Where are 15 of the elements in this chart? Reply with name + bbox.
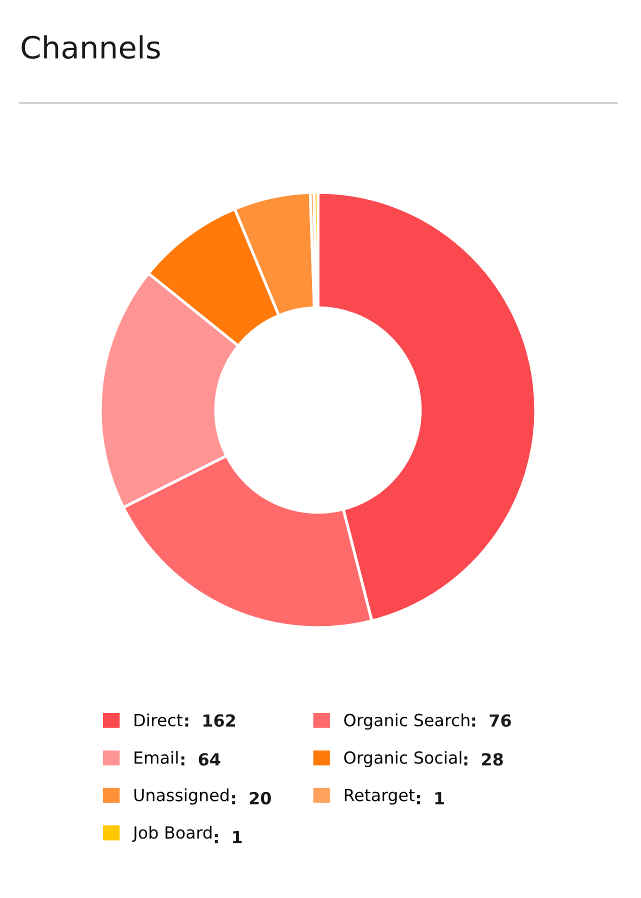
legend-label: Organic Social: [344, 750, 462, 768]
legend-label: Job Board: [132, 826, 212, 842]
chart-title: Channels: [22, 35, 160, 59]
data-label: : 1: [417, 792, 444, 804]
data-label: : 1: [214, 830, 242, 844]
legend-label: Direct: [134, 714, 182, 726]
data-label: : 76: [472, 714, 511, 727]
data-label: : 20: [232, 792, 271, 805]
data-label: : 28: [464, 753, 503, 766]
legend-label: Email: [134, 750, 178, 764]
legend-label: Organic Search: [344, 714, 470, 730]
legend-label: Unassigned: [134, 788, 228, 805]
legend-label: Retarget: [344, 788, 415, 805]
data-label: : 162: [185, 714, 235, 727]
data-label: : 64: [181, 753, 220, 766]
